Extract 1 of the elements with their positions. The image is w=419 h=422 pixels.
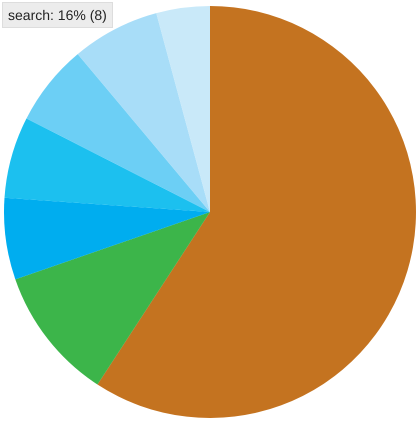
tooltip-box: search: 16% (8) <box>2 2 113 28</box>
